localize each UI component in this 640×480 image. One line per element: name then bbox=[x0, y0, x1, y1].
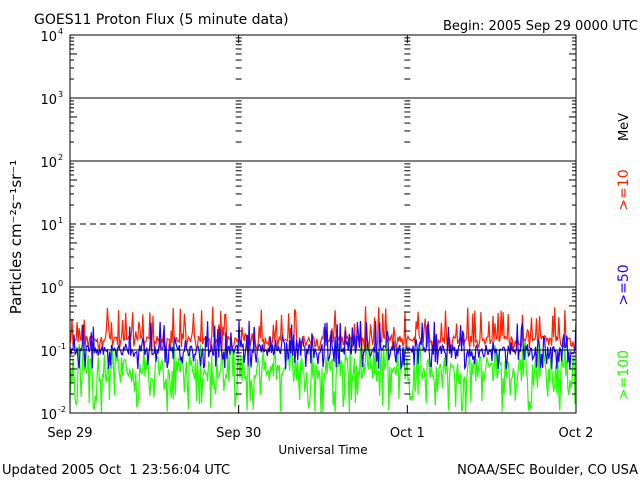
x-tick-label: Sep 29 bbox=[47, 426, 92, 441]
y-tick-label: 10 -1 bbox=[40, 342, 66, 360]
svg-text:10: 10 bbox=[40, 408, 57, 423]
source-credit: NOAA/SEC Boulder, CO USA bbox=[457, 463, 638, 478]
series-line-1 bbox=[69, 320, 577, 371]
y-tick-label: 10 4 bbox=[40, 27, 63, 45]
chart-title: GOES11 Proton Flux (5 minute data) bbox=[34, 12, 289, 28]
y-tick-label: 10 -2 bbox=[40, 405, 66, 423]
svg-text:10: 10 bbox=[40, 93, 57, 108]
y-tick-label: 10 0 bbox=[40, 279, 63, 297]
svg-text:3: 3 bbox=[58, 90, 63, 99]
begin-label: Begin: 2005 Sep 29 0000 UTC bbox=[443, 19, 638, 34]
x-tick-label: Sep 30 bbox=[216, 426, 261, 441]
svg-text:10: 10 bbox=[40, 282, 57, 297]
minor-ticks bbox=[69, 35, 577, 414]
legend-label: >=10 bbox=[616, 169, 632, 210]
y-tick-label: 10 1 bbox=[40, 216, 63, 234]
svg-text:2: 2 bbox=[58, 153, 63, 162]
series-line-2 bbox=[69, 338, 577, 414]
svg-text:4: 4 bbox=[58, 27, 63, 36]
svg-text:1: 1 bbox=[58, 216, 63, 225]
y-tick-label: 10 2 bbox=[40, 153, 63, 171]
legend-label: >=100 bbox=[616, 350, 632, 400]
x-axis-label: Universal Time bbox=[278, 443, 367, 457]
y-axis-label: Particles cm⁻²s⁻¹sr⁻¹ bbox=[7, 160, 25, 314]
series-layer bbox=[69, 306, 577, 414]
svg-text:10: 10 bbox=[40, 345, 57, 360]
svg-text:10: 10 bbox=[40, 219, 57, 234]
svg-text:10: 10 bbox=[40, 30, 57, 45]
x-tick-label: Oct 2 bbox=[559, 426, 594, 441]
legend-label: >=50 bbox=[616, 264, 632, 305]
series-line-0 bbox=[69, 306, 577, 352]
legend-unit: MeV bbox=[617, 113, 632, 141]
x-tick-labels: Sep 29 Sep 30 Oct 1 Oct 2 bbox=[47, 426, 593, 441]
y-tick-label: 10 3 bbox=[40, 90, 63, 108]
updated-timestamp: Updated 2005 Oct 1 23:56:04 UTC bbox=[2, 463, 230, 478]
svg-text:-1: -1 bbox=[58, 342, 66, 351]
x-tick-label: Oct 1 bbox=[390, 426, 425, 441]
svg-text:0: 0 bbox=[58, 279, 63, 288]
legend: >=10 >=50 >=100 MeV bbox=[616, 113, 632, 400]
svg-text:10: 10 bbox=[40, 156, 57, 171]
threshold-lines bbox=[70, 97, 576, 351]
plot-frame bbox=[69, 34, 577, 414]
svg-text:-2: -2 bbox=[58, 405, 66, 414]
